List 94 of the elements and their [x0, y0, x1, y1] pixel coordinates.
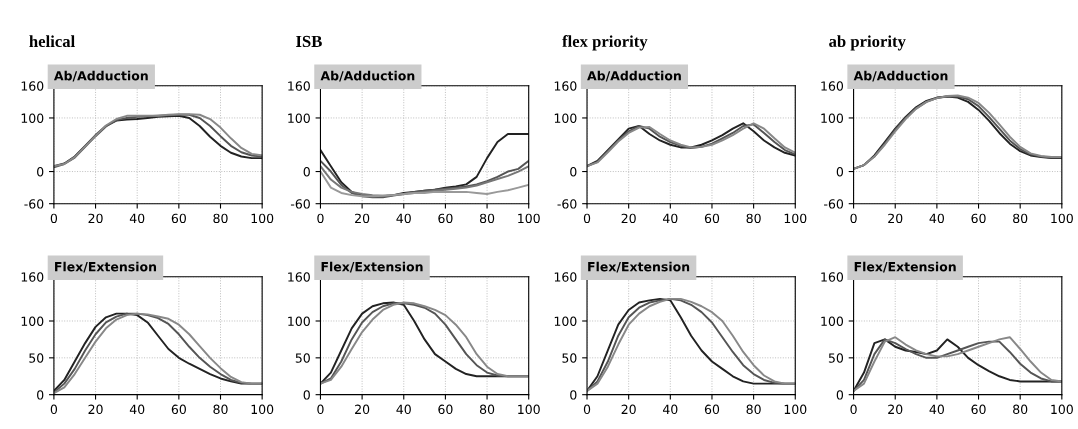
- x-tick-label: 20: [88, 404, 103, 415]
- x-tick-label: 100: [784, 213, 807, 224]
- x-tick-label: 80: [479, 404, 495, 415]
- x-tick-label: 60: [438, 404, 453, 415]
- y-tick-label: 0: [570, 390, 577, 400]
- x-tick-label: 80: [1013, 213, 1028, 224]
- y-tick-label: 0: [836, 167, 844, 177]
- y-tick-label: 100: [288, 316, 310, 326]
- x-tick-label: 40: [129, 213, 145, 224]
- x-tick-label: 100: [251, 404, 274, 415]
- line-series: [320, 159, 529, 199]
- x-tick-label: 100: [1051, 213, 1073, 224]
- x-tick-label: 80: [213, 213, 228, 224]
- x-tick-label: 20: [888, 404, 903, 415]
- line-series: [587, 297, 796, 392]
- y-tick-label: 0: [836, 390, 844, 400]
- x-tick-label: 80: [1013, 404, 1028, 415]
- x-tick-label: 0: [583, 213, 591, 224]
- x-tick-label: 60: [704, 213, 720, 224]
- x-tick-label: 40: [662, 213, 678, 224]
- y-tick-label: 160: [288, 81, 310, 91]
- y-tick-label: 0: [37, 167, 44, 177]
- y-tick-label: 50: [295, 353, 310, 363]
- y-tick-label: 160: [288, 272, 310, 282]
- x-tick-label: 0: [50, 404, 58, 415]
- x-tick-label: 40: [129, 404, 145, 415]
- x-tick-label: 40: [396, 213, 411, 224]
- chart-title: ISB: [296, 35, 322, 48]
- x-tick-label: 20: [621, 404, 636, 415]
- chart-title: Flex/Extension: [854, 261, 956, 273]
- y-tick-label: 100: [21, 113, 44, 123]
- y-tick-label: 100: [21, 316, 44, 326]
- x-tick-label: 100: [251, 213, 274, 224]
- y-tick-label: 0: [37, 390, 44, 400]
- chart-subtitle: Ab/Adduction: [320, 70, 415, 82]
- x-tick-label: 0: [317, 213, 324, 224]
- y-tick-label: 160: [21, 272, 44, 282]
- x-tick-label: 60: [171, 404, 186, 415]
- y-tick-label: 100: [554, 316, 577, 326]
- y-tick-label: 160: [554, 272, 577, 282]
- x-tick-label: 60: [971, 213, 986, 224]
- x-tick-label: 100: [1051, 404, 1073, 415]
- x-tick-label: 40: [929, 404, 944, 415]
- y-tick-label: 50: [29, 353, 44, 363]
- x-tick-label: 20: [888, 213, 903, 224]
- x-tick-label: 0: [50, 213, 58, 224]
- chart-subtitle: Ab/Adduction: [587, 70, 681, 82]
- x-tick-label: 0: [850, 404, 857, 415]
- x-tick-label: 60: [438, 213, 453, 224]
- x-tick-label: 60: [704, 404, 720, 415]
- chart-title: Flex/Extension: [321, 261, 423, 273]
- y-tick-label: 50: [828, 353, 844, 363]
- x-tick-label: 0: [583, 404, 591, 415]
- x-tick-label: 100: [784, 404, 807, 415]
- x-tick-label: 20: [355, 213, 370, 224]
- x-tick-label: 100: [518, 213, 540, 224]
- y-tick-label: 0: [303, 167, 310, 177]
- y-tick-label: 160: [821, 81, 844, 91]
- x-tick-label: 40: [396, 404, 411, 415]
- chart-subtitle: Ab/Adduction: [53, 70, 148, 82]
- chart-subtitle: Ab/Adduction: [853, 70, 948, 82]
- y-tick-label: 0: [303, 390, 310, 400]
- x-tick-label: 80: [479, 213, 495, 224]
- y-tick-label: 100: [821, 316, 844, 326]
- chart-title: Flex/Extension: [588, 261, 690, 273]
- x-tick-label: 20: [621, 213, 636, 224]
- y-tick-label: 160: [21, 81, 44, 91]
- y-tick-label: -60: [290, 199, 310, 209]
- x-tick-label: 80: [746, 213, 761, 224]
- x-tick-label: 20: [88, 213, 103, 224]
- x-tick-label: 60: [171, 213, 186, 224]
- y-tick-label: -60: [24, 199, 44, 209]
- x-tick-label: 20: [355, 404, 370, 415]
- x-tick-label: 0: [317, 404, 324, 415]
- x-tick-label: 100: [518, 404, 540, 415]
- y-tick-label: 100: [554, 113, 577, 123]
- chart-title: helical: [29, 35, 75, 48]
- x-tick-label: 0: [850, 213, 857, 224]
- x-tick-label: 40: [929, 213, 944, 224]
- y-tick-label: 160: [554, 81, 577, 91]
- y-tick-label: 100: [821, 113, 844, 123]
- x-tick-label: 80: [746, 404, 761, 415]
- y-tick-label: 50: [562, 353, 577, 363]
- x-tick-label: 40: [662, 404, 678, 415]
- chart-title: ab priority: [829, 35, 906, 51]
- chart-title: flex priority: [562, 35, 648, 51]
- y-tick-label: -60: [824, 199, 844, 209]
- x-tick-label: 60: [971, 404, 986, 415]
- y-tick-label: 0: [570, 167, 577, 177]
- y-tick-label: 100: [288, 113, 310, 123]
- x-tick-label: 80: [213, 404, 228, 415]
- chart-title: Flex/Extension: [55, 261, 157, 273]
- y-tick-label: -60: [557, 199, 577, 209]
- y-tick-label: 160: [821, 272, 844, 282]
